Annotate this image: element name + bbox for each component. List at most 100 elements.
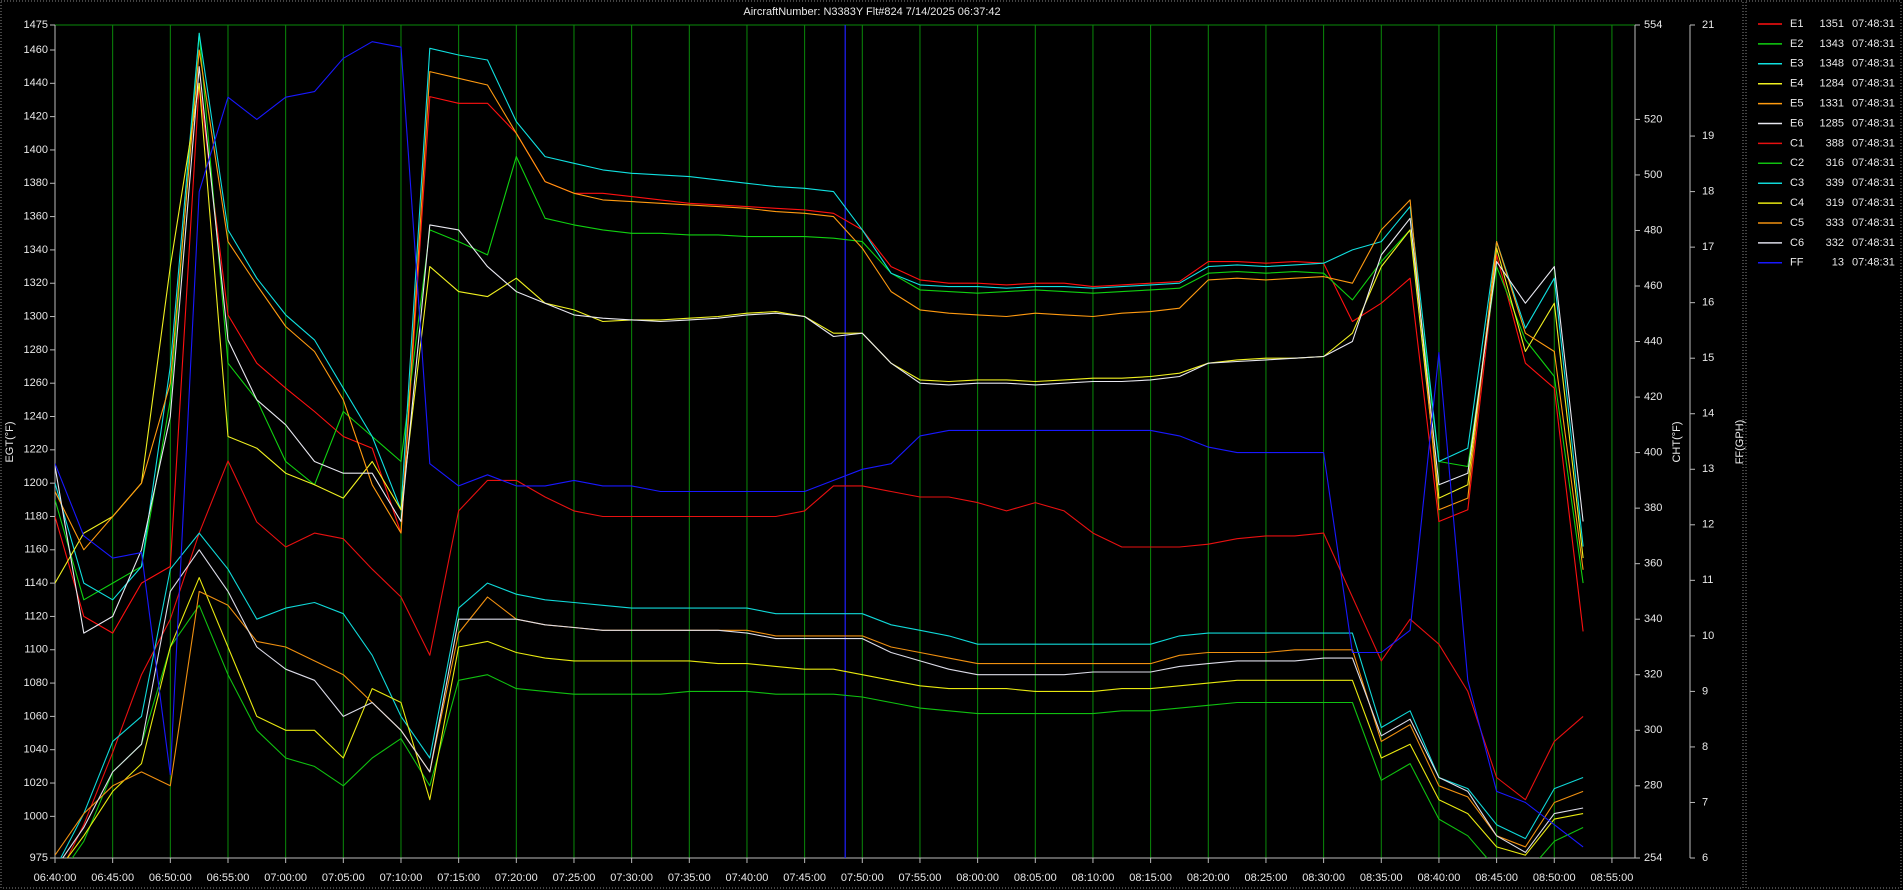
- legend-time: 07:48:31: [1852, 38, 1895, 50]
- y2-tick-label: 420: [1644, 391, 1662, 403]
- x-tick-label: 07:10:00: [380, 872, 423, 884]
- x-tick-label: 06:45:00: [91, 872, 134, 884]
- series-line: [55, 32, 1584, 601]
- series-line: [55, 590, 1584, 856]
- legend-label: E1: [1790, 18, 1803, 30]
- legend-time: 07:48:31: [1852, 117, 1895, 129]
- y-tick-label: 1440: [24, 77, 48, 89]
- y3-tick-label: 15: [1702, 352, 1714, 364]
- y-tick-label: 1020: [24, 777, 48, 789]
- legend-value: 332: [1826, 237, 1844, 249]
- x-tick-label: 07:30:00: [610, 872, 653, 884]
- y3-tick-label: 7: [1702, 796, 1708, 808]
- y3-tick-label: 17: [1702, 241, 1714, 253]
- legend-label: E4: [1790, 78, 1803, 90]
- x-tick-label: 08:15:00: [1129, 872, 1172, 884]
- legend-value: 319: [1826, 197, 1844, 209]
- x-tick-label: 07:25:00: [553, 872, 596, 884]
- legend-time: 07:48:31: [1852, 18, 1895, 30]
- legend-label: C6: [1790, 237, 1804, 249]
- legend-label: E2: [1790, 38, 1803, 50]
- series-line: [71, 604, 1584, 858]
- x-tick-label: 07:40:00: [726, 872, 769, 884]
- legend-value: 316: [1826, 157, 1844, 169]
- y2-tick-label: 400: [1644, 447, 1662, 459]
- legend-label: E6: [1790, 117, 1803, 129]
- y-tick-label: 1180: [24, 510, 48, 522]
- y3-tick-label: 10: [1702, 630, 1714, 642]
- legend-label: FF: [1790, 257, 1804, 269]
- y-tick-label: 1360: [24, 210, 48, 222]
- series-line: [55, 66, 1584, 634]
- y-tick-label: 1140: [24, 577, 48, 589]
- y-tick-label: 1260: [24, 377, 48, 389]
- x-tick-label: 08:45:00: [1475, 872, 1518, 884]
- series-line: [55, 41, 1584, 848]
- y2-tick-label: 280: [1644, 780, 1662, 792]
- series-line: [66, 577, 1584, 858]
- y-tick-label: 1300: [24, 310, 48, 322]
- y-tick-label: 1320: [24, 277, 48, 289]
- chart-title: AircraftNumber: N3383Y Flt#824 7/14/2025…: [743, 6, 1000, 18]
- x-tick-label: 06:40:00: [34, 872, 77, 884]
- y-tick-label: 1220: [24, 444, 48, 456]
- legend-value: 1284: [1820, 78, 1844, 90]
- y2-tick-label: 440: [1644, 335, 1662, 347]
- legend-time: 07:48:31: [1852, 177, 1895, 189]
- legend-label: E5: [1790, 98, 1803, 110]
- legend-value: 1348: [1820, 58, 1844, 70]
- y-tick-label: 1340: [24, 244, 48, 256]
- x-tick-label: 08:00:00: [956, 872, 999, 884]
- x-tick-label: 08:50:00: [1533, 872, 1576, 884]
- series-line: [60, 532, 1584, 858]
- y3-tick-label: 12: [1702, 519, 1714, 531]
- legend-value: 1285: [1820, 117, 1844, 129]
- x-tick-label: 08:10:00: [1072, 872, 1115, 884]
- legend-label: C5: [1790, 217, 1804, 229]
- y2-axis-title: CHT(°F): [1671, 421, 1683, 462]
- y3-tick-label: 16: [1702, 297, 1714, 309]
- y-tick-label: 1400: [24, 144, 48, 156]
- series-line: [55, 82, 1584, 584]
- legend-label: E3: [1790, 58, 1803, 70]
- x-tick-label: 07:45:00: [783, 872, 826, 884]
- legend-time: 07:48:31: [1852, 137, 1895, 149]
- legend-time: 07:48:31: [1852, 157, 1895, 169]
- legend-time: 07:48:31: [1852, 78, 1895, 90]
- series-line: [62, 549, 1584, 858]
- legend-value: 1351: [1820, 18, 1844, 30]
- x-tick-label: 08:05:00: [1014, 872, 1057, 884]
- x-tick-label: 08:55:00: [1591, 872, 1634, 884]
- y2-tick-label: 340: [1644, 613, 1662, 625]
- y3-tick-label: 19: [1702, 130, 1714, 142]
- y2-tick-label: 460: [1644, 280, 1662, 292]
- x-tick-label: 06:50:00: [149, 872, 192, 884]
- legend-time: 07:48:31: [1852, 237, 1895, 249]
- y3-tick-label: 11: [1702, 574, 1713, 586]
- x-tick-label: 06:55:00: [207, 872, 250, 884]
- series-line: [55, 32, 1584, 601]
- legend-value: 388: [1826, 137, 1844, 149]
- y2-tick-label: 480: [1644, 224, 1662, 236]
- y3-tick-label: 9: [1702, 685, 1708, 697]
- x-tick-label: 07:00:00: [264, 872, 307, 884]
- series-line: [55, 82, 1584, 634]
- series-line: [66, 460, 1584, 858]
- legend-frame: [1745, 0, 1902, 889]
- legend-value: 339: [1826, 177, 1844, 189]
- y3-tick-label: 6: [1702, 852, 1708, 864]
- y-tick-label: 1280: [24, 344, 48, 356]
- plot-area: [55, 32, 1584, 858]
- legend-value: 13: [1832, 257, 1844, 269]
- y3-tick-label: 18: [1702, 186, 1714, 198]
- x-tick-label: 07:20:00: [495, 872, 538, 884]
- legend-time: 07:48:31: [1852, 58, 1895, 70]
- y-tick-label: 1200: [24, 477, 48, 489]
- legend-value: 1331: [1820, 98, 1844, 110]
- x-tick-label: 08:25:00: [1245, 872, 1288, 884]
- y2-tick-label: 300: [1644, 724, 1662, 736]
- y2-tick-label: 380: [1644, 502, 1662, 514]
- x-tick-label: 08:35:00: [1360, 872, 1403, 884]
- y2-tick-label: 320: [1644, 669, 1662, 681]
